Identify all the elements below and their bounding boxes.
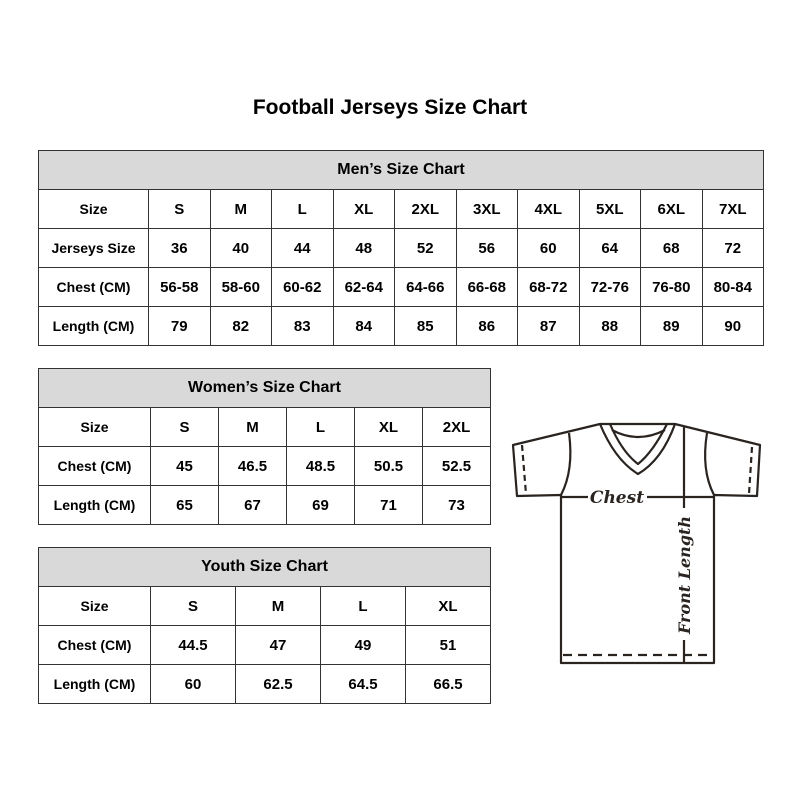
table-cell: 52.5 <box>422 446 491 486</box>
table-cell: 72-76 <box>578 267 641 307</box>
row-label: Length (CM) <box>38 306 149 346</box>
women-table-heading: Women’s Size Chart <box>38 368 491 408</box>
table-row: Size S M L XL 2XL 3XL 4XL 5XL 6XL 7XL <box>38 189 764 229</box>
table-cell: 62-64 <box>332 267 395 307</box>
chest-label: Chest <box>590 488 644 508</box>
table-cell: 84 <box>332 306 395 346</box>
table-row: Size S M L XL <box>38 586 491 626</box>
table-cell: 6XL <box>640 189 703 229</box>
table-cell: XL <box>332 189 395 229</box>
table-cell: L <box>271 189 334 229</box>
table-cell: 67 <box>218 485 287 525</box>
table-cell: XL <box>354 407 423 447</box>
table-cell: 82 <box>209 306 272 346</box>
table-cell: 76-80 <box>640 267 703 307</box>
table-cell: 56-58 <box>148 267 211 307</box>
table-cell: 48 <box>332 228 395 268</box>
table-cell: 49 <box>320 625 406 665</box>
table-cell: 64.5 <box>320 664 406 704</box>
table-cell: 36 <box>148 228 211 268</box>
table-cell: 73 <box>422 485 491 525</box>
table-cell: M <box>235 586 321 626</box>
table-cell: 60-62 <box>271 267 334 307</box>
jersey-outline <box>511 422 762 665</box>
table-row: Chest (CM) 44.5 47 49 51 <box>38 625 491 665</box>
table-cell: 45 <box>150 446 219 486</box>
table-cell: 7XL <box>701 189 764 229</box>
row-label: Jerseys Size <box>38 228 149 268</box>
table-cell: 90 <box>701 306 764 346</box>
table-cell: 48.5 <box>286 446 355 486</box>
table-cell: L <box>286 407 355 447</box>
table-cell: 51 <box>405 625 491 665</box>
table-row: Length (CM) 79 82 83 84 85 86 87 88 89 90 <box>38 306 764 346</box>
table-cell: M <box>218 407 287 447</box>
table-cell: 80-84 <box>701 267 764 307</box>
table-cell: 88 <box>578 306 641 346</box>
table-cell: 68 <box>640 228 703 268</box>
women-size-table: Women’s Size Chart Size S M L XL 2XL Chest (CM… <box>38 368 491 525</box>
table-cell: L <box>320 586 406 626</box>
row-label: Size <box>38 586 151 626</box>
men-table-heading: Men’s Size Chart <box>38 150 764 190</box>
table-cell: 60 <box>517 228 580 268</box>
row-label: Size <box>38 407 151 447</box>
table-row: Size S M L XL 2XL <box>38 407 491 447</box>
table-cell: 2XL <box>422 407 491 447</box>
table-cell: 79 <box>148 306 211 346</box>
table-row: Chest (CM) 45 46.5 48.5 50.5 52.5 <box>38 446 491 486</box>
table-cell: 44 <box>271 228 334 268</box>
table-cell: 65 <box>150 485 219 525</box>
table-cell: 85 <box>394 306 457 346</box>
table-cell: 47 <box>235 625 321 665</box>
table-cell: 71 <box>354 485 423 525</box>
table-cell: 66.5 <box>405 664 491 704</box>
table-cell: 66-68 <box>455 267 518 307</box>
table-cell: 5XL <box>578 189 641 229</box>
table-row: Jerseys Size 36 40 44 48 52 56 60 64 68 72 <box>38 228 764 268</box>
table-cell: 68-72 <box>517 267 580 307</box>
row-label: Size <box>38 189 149 229</box>
table-cell: 86 <box>455 306 518 346</box>
men-size-table: Men’s Size Chart Size S M L XL 2XL 3XL 4XL 5XL 6X… <box>38 150 764 346</box>
table-cell: S <box>150 586 236 626</box>
table-cell: 87 <box>517 306 580 346</box>
table-cell: 44.5 <box>150 625 236 665</box>
table-cell: 50.5 <box>354 446 423 486</box>
row-label: Length (CM) <box>38 485 151 525</box>
table-cell: 69 <box>286 485 355 525</box>
table-row: Length (CM) 60 62.5 64.5 66.5 <box>38 664 491 704</box>
table-row: Length (CM) 65 67 69 71 73 <box>38 485 491 525</box>
front-length-label: Front Length <box>675 516 694 635</box>
youth-size-table: Youth Size Chart Size S M L XL Chest (CM) 44.5… <box>38 547 491 704</box>
row-label: Chest (CM) <box>38 446 151 486</box>
youth-table-heading: Youth Size Chart <box>38 547 491 587</box>
table-cell: 62.5 <box>235 664 321 704</box>
table-cell: 60 <box>150 664 236 704</box>
table-cell: 40 <box>209 228 272 268</box>
page-title: Football Jerseys Size Chart <box>252 96 528 119</box>
row-label: Chest (CM) <box>38 625 151 665</box>
